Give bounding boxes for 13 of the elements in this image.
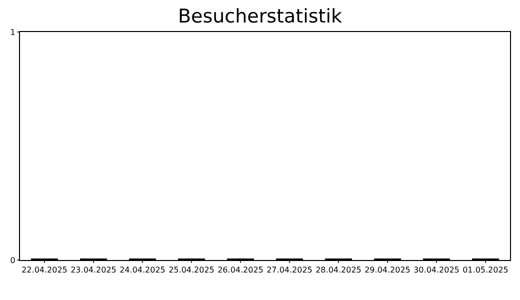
x-tick-label: 26.04.2025 bbox=[218, 266, 264, 275]
y-tick-label: 1 bbox=[10, 28, 16, 37]
x-tick-label: 01.05.2025 bbox=[462, 266, 508, 275]
chart-title: Besucherstatistik bbox=[178, 5, 342, 28]
x-tick-label: 28.04.2025 bbox=[316, 266, 362, 275]
y-tick-label: 0 bbox=[10, 256, 16, 265]
x-tick-label: 24.04.2025 bbox=[120, 266, 166, 275]
x-tick-label: 25.04.2025 bbox=[168, 266, 214, 275]
x-tick-label: 29.04.2025 bbox=[364, 266, 410, 275]
x-tick-label: 22.04.2025 bbox=[22, 266, 68, 275]
x-tick-label: 27.04.2025 bbox=[266, 266, 312, 275]
x-tick-label: 23.04.2025 bbox=[70, 266, 116, 275]
x-tick-label: 30.04.2025 bbox=[414, 266, 460, 275]
